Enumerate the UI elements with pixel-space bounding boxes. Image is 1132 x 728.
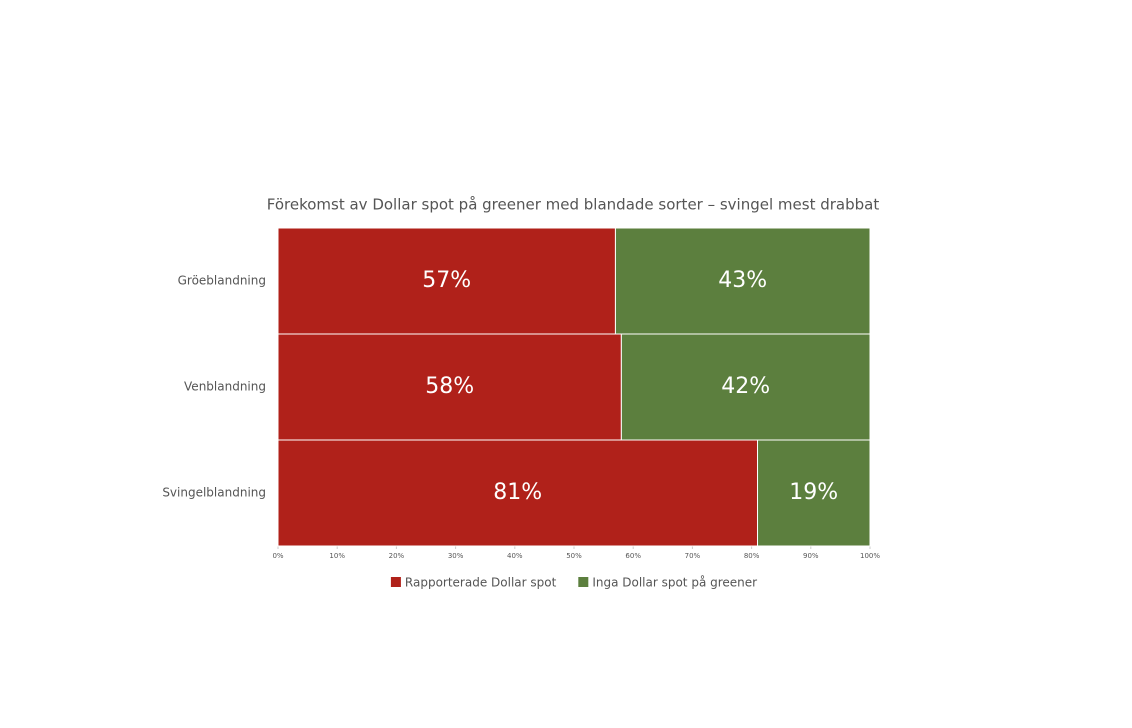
x-tick-label: 80% (744, 552, 760, 560)
x-tick-label: 90% (803, 552, 819, 560)
bar-segment (614, 227, 871, 335)
x-tick-label: 0% (272, 552, 283, 560)
bar-segment (620, 333, 871, 441)
legend-label: Inga Dollar spot på greener (592, 576, 757, 590)
bar-segment (757, 439, 871, 547)
y-tick-label: Svingelblandning (162, 486, 266, 500)
value-label: 81% (493, 480, 542, 505)
value-label: 43% (718, 268, 767, 293)
x-tick-label: 20% (389, 552, 405, 560)
bar-segment (277, 227, 616, 335)
legend: Rapporterade Dollar spot Inga Dollar spot… (390, 576, 757, 590)
legend-swatch (390, 577, 401, 587)
value-label: 57% (422, 268, 471, 293)
value-label: 19% (789, 480, 838, 505)
x-tick-label: 40% (507, 552, 523, 560)
x-tick-label: 30% (448, 552, 464, 560)
x-tick-label: 100% (860, 552, 880, 560)
bar-segment (277, 333, 622, 441)
x-tick-label: 10% (329, 552, 345, 560)
x-tick-label: 70% (685, 552, 701, 560)
chart-title: Förekomst av Dollar spot på greener med … (267, 196, 880, 214)
x-tick-label: 50% (566, 552, 582, 560)
value-label: 58% (425, 374, 474, 399)
legend-label: Rapporterade Dollar spot (405, 576, 557, 590)
bar-segment (277, 439, 759, 547)
y-tick-label: Gröeblandning (178, 274, 266, 288)
value-label: 42% (721, 374, 770, 399)
legend-swatch (578, 577, 589, 587)
x-tick-label: 60% (625, 552, 641, 560)
y-tick-label: Venblandning (184, 380, 266, 394)
